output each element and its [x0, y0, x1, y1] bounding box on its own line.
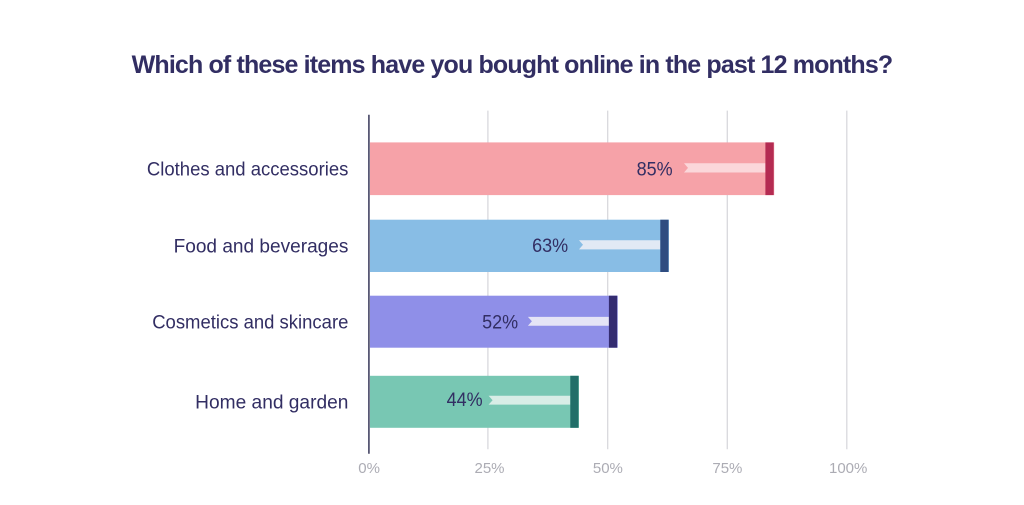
svg-text:Cosmetics and skincare: Cosmetics and skincare	[152, 313, 348, 334]
svg-text:Home and garden: Home and garden	[195, 393, 348, 414]
svg-text:85%: 85%	[637, 158, 673, 180]
svg-text:Clothes and accessories: Clothes and accessories	[147, 160, 349, 181]
svg-text:Food and beverages: Food and beverages	[174, 237, 349, 258]
svg-text:44%: 44%	[447, 389, 483, 411]
svg-text:Which of these items have you: Which of these items have you bought onl…	[132, 51, 893, 79]
svg-text:50%: 50%	[593, 460, 623, 477]
svg-text:0%: 0%	[358, 460, 380, 477]
svg-text:100%: 100%	[829, 460, 867, 477]
svg-text:25%: 25%	[474, 460, 504, 477]
svg-text:63%: 63%	[532, 235, 568, 257]
svg-text:75%: 75%	[712, 460, 742, 477]
svg-text:52%: 52%	[482, 312, 518, 334]
